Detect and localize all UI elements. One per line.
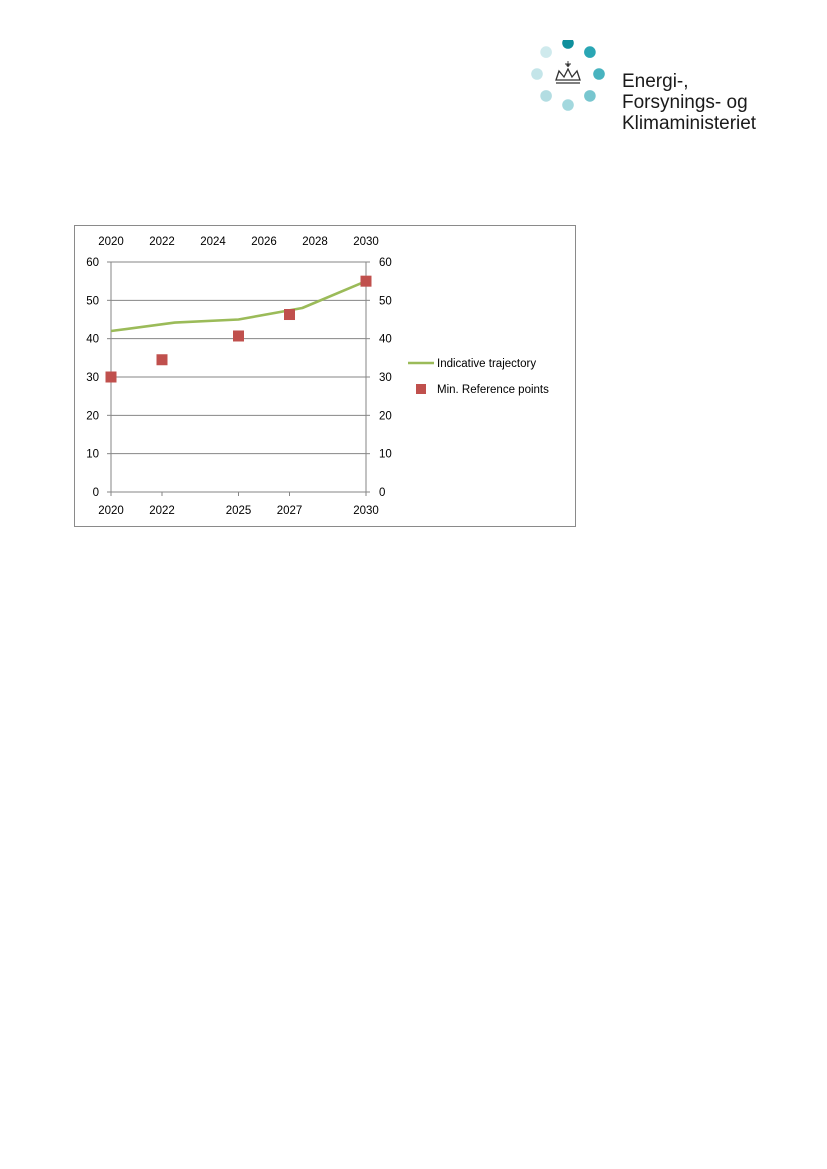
x-tick-label-top: 2022 bbox=[149, 236, 175, 248]
logo-dot-3 bbox=[593, 68, 605, 80]
ministry-name-line-3: Klimaministeriet bbox=[622, 113, 757, 134]
x-tick-label-top: 2024 bbox=[200, 236, 226, 248]
y-tick-label-left: 60 bbox=[86, 257, 99, 269]
x-tick-label-bottom: 2020 bbox=[98, 505, 124, 517]
data-point-reference bbox=[284, 309, 295, 321]
y-tick-label-right: 60 bbox=[379, 257, 392, 269]
legend-label: Min. Reference points bbox=[437, 384, 549, 396]
y-tick-label-left: 0 bbox=[93, 487, 99, 499]
ministry-name-line-2: Forsynings- og bbox=[622, 92, 748, 113]
ministry-name: Energi-, Forsynings- og Klimaministeriet bbox=[622, 71, 756, 134]
series-line-indicative-trajectory bbox=[110, 280, 367, 333]
logo-dot-8 bbox=[540, 46, 552, 58]
data-point-reference bbox=[105, 371, 117, 383]
legend-swatch-square bbox=[416, 384, 426, 394]
x-tick-label-bottom: 2027 bbox=[277, 505, 303, 517]
y-tick-label-right: 20 bbox=[379, 410, 392, 422]
y-tick-label-left: 40 bbox=[86, 334, 99, 346]
x-tick-label-bottom: 2025 bbox=[226, 505, 252, 517]
x-tick-label-bottom: 2030 bbox=[353, 505, 379, 517]
logo-dot-6 bbox=[540, 90, 552, 102]
y-tick-label-right: 10 bbox=[379, 449, 392, 461]
logo-dot-4 bbox=[584, 90, 596, 102]
logo-dot-5 bbox=[562, 99, 574, 111]
x-tick-label-bottom: 2022 bbox=[149, 505, 175, 517]
data-point-reference bbox=[360, 275, 372, 287]
logo-dot-2 bbox=[584, 46, 596, 58]
x-tick-label-top: 2030 bbox=[353, 236, 379, 248]
legend-label: Indicative trajectory bbox=[437, 358, 536, 370]
y-tick-label-right: 40 bbox=[379, 334, 392, 346]
chart-frame: 0 10 20 30 40 50 60 0 10 20 30 40 50 60 2020 2022 2025 20… bbox=[74, 225, 576, 527]
crown-dots-emblem-icon bbox=[531, 40, 605, 111]
data-point-reference bbox=[233, 330, 244, 342]
y-tick-label-right: 50 bbox=[379, 295, 392, 307]
x-tick-label-top: 2020 bbox=[98, 236, 124, 248]
y-tick-label-left: 50 bbox=[86, 295, 99, 307]
ministry-name-line-1: Energi-, bbox=[622, 71, 689, 92]
y-tick-label-left: 20 bbox=[86, 410, 99, 422]
x-tick-label-top: 2026 bbox=[251, 236, 277, 248]
logo-dot-7 bbox=[531, 68, 543, 80]
crown-icon bbox=[555, 61, 581, 84]
y-tick-label-left: 30 bbox=[86, 372, 99, 384]
logo-dot-1 bbox=[562, 40, 574, 49]
data-point-reference bbox=[156, 354, 168, 366]
y-tick-label-right: 30 bbox=[379, 372, 392, 384]
ministry-logo: Energi-, Forsynings- og Klimaministeriet bbox=[524, 40, 774, 134]
y-tick-label-right: 0 bbox=[379, 487, 385, 499]
y-tick-label-left: 10 bbox=[86, 449, 99, 461]
x-tick-label-top: 2028 bbox=[302, 236, 328, 248]
